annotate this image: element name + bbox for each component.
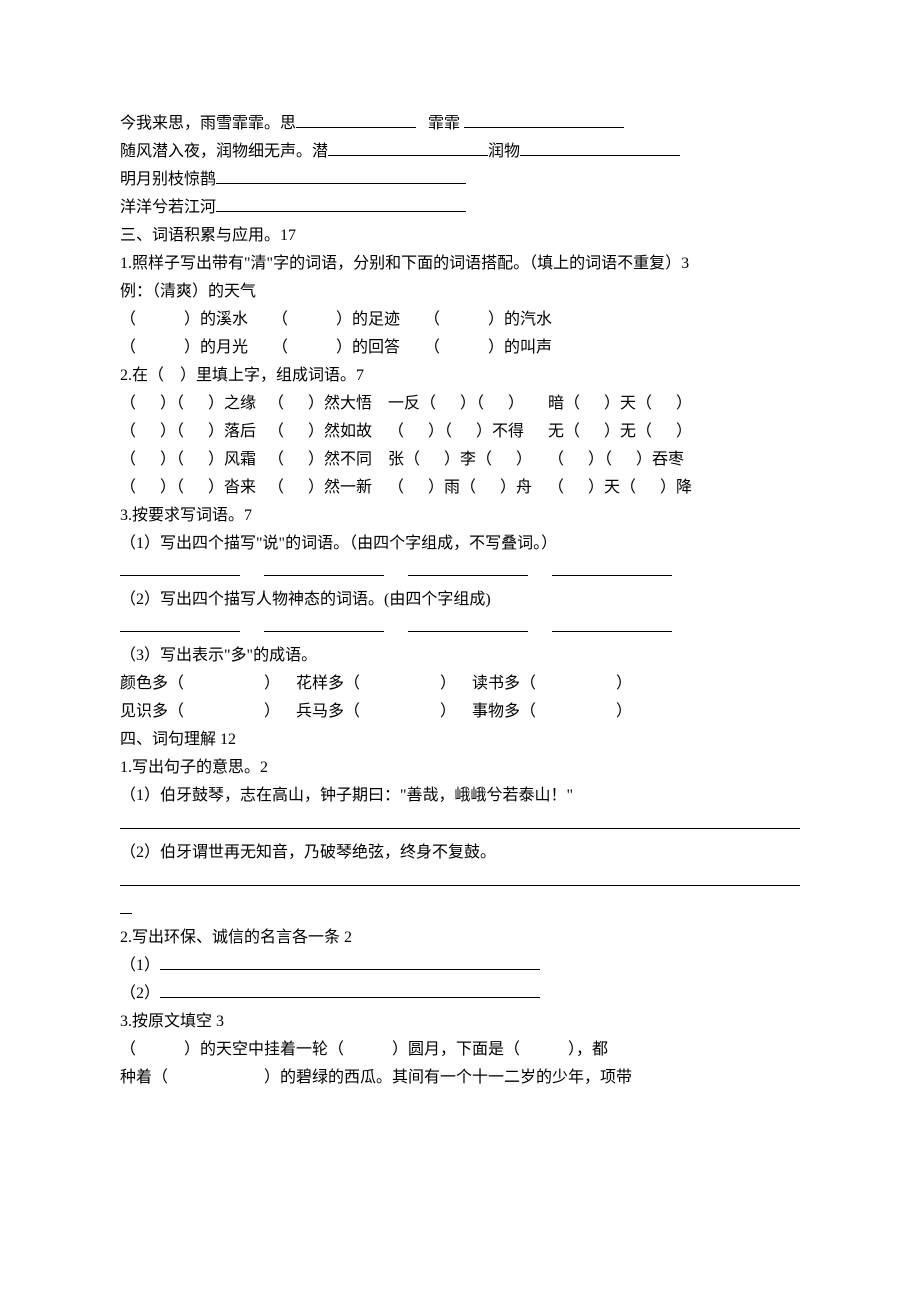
s3-q3-2-blanks	[120, 614, 800, 642]
s3-q1-prompt: 1.照样子写出带有"清"字的词语，分别和下面的词语搭配。（填上的词语不重复）3	[120, 250, 800, 278]
s3-q2-row3: （ ）（ ）风霜 （ ）然不同 张（ ）李（ ） （ ）（ ）吞枣	[120, 446, 800, 474]
s4-q2-prompt: 2.写出环保、诚信的名言各一条 2	[120, 924, 800, 952]
s3-q2-row2: （ ）（ ）落后 （ ）然如故 （ ）（ ）不得 无（ ）无（ ）	[120, 418, 800, 446]
blank	[408, 616, 528, 632]
blank-qian	[328, 140, 488, 156]
blank	[408, 560, 528, 576]
s3-q2-row4: （ ）（ ）沓来 （ ）然一新 （ ）雨（ ）舟 （ ）天（ ）降	[120, 474, 800, 502]
blank-poem4	[216, 196, 466, 212]
poem1-text-b: 霏霏	[416, 115, 464, 132]
poem3-text: 明月别枝惊鹊	[120, 171, 216, 188]
poem-line-4: 洋洋兮若江河	[120, 194, 800, 222]
poem4-text: 洋洋兮若江河	[120, 199, 216, 216]
s3-q3-1-blanks	[120, 558, 800, 586]
s3-q1-example: 例：（清爽）的天气	[120, 278, 800, 306]
blank	[160, 954, 540, 970]
blank-poem3	[216, 168, 466, 184]
s4-q1-1: （1）伯牙鼓琴，志在高山，钟子期曰："善哉，峨峨兮若泰山！"	[120, 782, 800, 810]
s3-q3-3: （3）写出表示"多"的成语。	[120, 642, 800, 670]
long-blank	[120, 867, 800, 886]
blank	[552, 616, 672, 632]
blank-feifei	[464, 112, 624, 128]
blank	[120, 560, 240, 576]
short-blank	[120, 898, 132, 914]
poem2-text-a: 随风潜入夜，润物细无声。潜	[120, 143, 328, 160]
s3-q3-prompt: 3.按要求写词语。7	[120, 502, 800, 530]
s4-q2-2-label: （2）	[120, 985, 160, 1002]
s4-q2-1: （1）	[120, 952, 800, 980]
s4-q3-line2: 种着（ ）的碧绿的西瓜。其间有一个十一二岁的少年，项带	[120, 1064, 800, 1092]
blank-runwu	[520, 140, 680, 156]
blank	[264, 616, 384, 632]
poem-line-3: 明月别枝惊鹊	[120, 166, 800, 194]
poem-line-2: 随风潜入夜，润物细无声。潜 润物	[120, 138, 800, 166]
s4-q3-line1: （ ）的天空中挂着一轮（ ）圆月，下面是（ ），都	[120, 1036, 800, 1064]
s3-q3-3-row1: 颜色多（ ） 花样多（ ） 读书多（ ）	[120, 670, 800, 698]
section-4-heading: 四、词句理解 12	[120, 726, 800, 754]
blank	[552, 560, 672, 576]
poem-line-1: 今我来思，雨雪霏霏。思 霏霏	[120, 110, 800, 138]
blank	[264, 560, 384, 576]
long-blank	[120, 810, 800, 829]
blank-si	[296, 112, 416, 128]
s4-q2-1-label: （1）	[120, 957, 160, 974]
s3-q2-row1: （ ）（ ）之缘 （ ）然大悟 一反（ ）（ ） 暗（ ）天（ ）	[120, 390, 800, 418]
blank	[120, 616, 240, 632]
section-3-heading: 三、词语积累与应用。17	[120, 222, 800, 250]
s4-q1-2-blank	[120, 867, 800, 896]
poem1-text-a: 今我来思，雨雪霏霏。思	[120, 115, 296, 132]
s3-q1-row1: （ ）的溪水 （ ）的足迹 （ ）的汽水	[120, 306, 800, 334]
s4-q3-prompt: 3.按原文填空 3	[120, 1008, 800, 1036]
s4-q1-prompt: 1.写出句子的意思。2	[120, 754, 800, 782]
s4-q1-1-blank	[120, 810, 800, 839]
blank	[160, 982, 540, 998]
s3-q2-prompt: 2.在（ ）里填上字，组成词语。7	[120, 362, 800, 390]
s3-q3-1: （1）写出四个描写"说"的词语。（由四个字组成，不写叠词。）	[120, 530, 800, 558]
s4-q2-2: （2）	[120, 980, 800, 1008]
s3-q3-2: （2）写出四个描写人物神态的词语。(由四个字组成)	[120, 586, 800, 614]
s3-q1-row2: （ ）的月光 （ ）的回答 （ ）的叫声	[120, 334, 800, 362]
s3-q3-3-row2: 见识多（ ） 兵马多（ ） 事物多（ ）	[120, 698, 800, 726]
s4-q1-2: （2）伯牙谓世再无知音，乃破琴绝弦，终身不复鼓。	[120, 839, 800, 867]
s4-q1-2-blank-tail	[120, 896, 800, 924]
poem2-text-b: 润物	[488, 143, 520, 160]
